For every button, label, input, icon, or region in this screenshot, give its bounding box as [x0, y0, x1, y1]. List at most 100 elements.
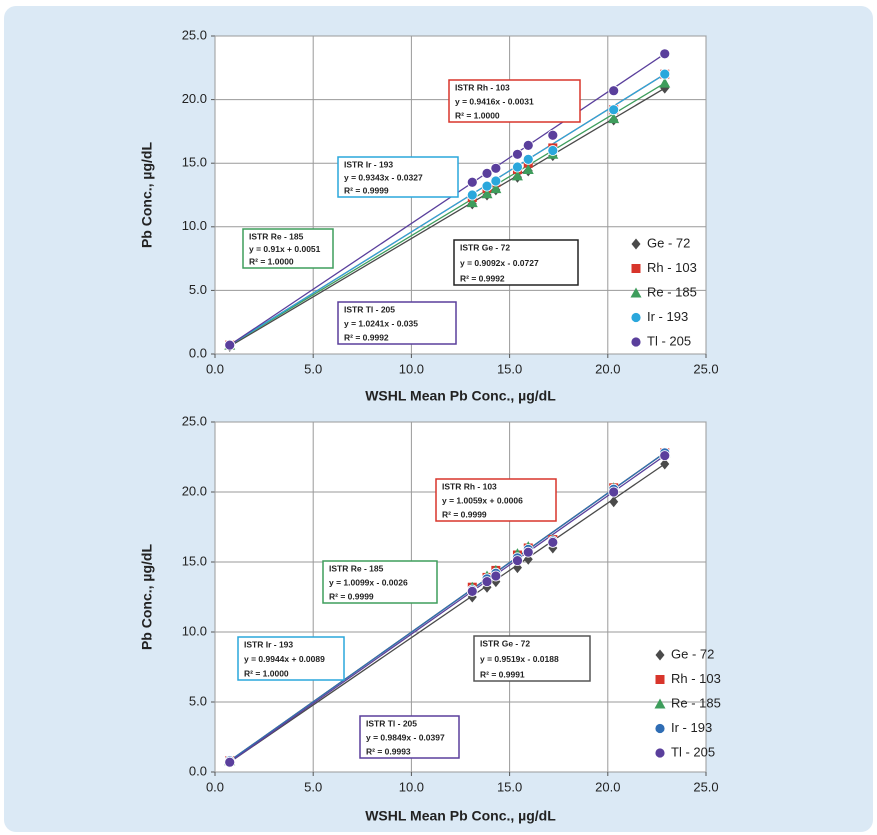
- marker: [608, 113, 620, 124]
- legend-label: Ge - 72: [647, 235, 690, 250]
- trend-line: [229, 452, 666, 762]
- annotation-text: y = 0.91x + 0.0051: [249, 244, 321, 254]
- annotation-text: ISTR Tl - 205: [366, 718, 417, 728]
- marker: [481, 576, 493, 587]
- marker: [609, 496, 619, 508]
- x-tick-label: 20.0: [595, 361, 620, 376]
- marker: [512, 555, 523, 566]
- legend-label: Tl - 205: [671, 744, 715, 759]
- annotation-box: [237, 636, 345, 681]
- y-tick-label: 0.0: [189, 345, 207, 360]
- x-tick-label: 15.0: [497, 779, 522, 794]
- marker: [522, 139, 534, 151]
- annotation-text: R² = 0.9999: [329, 591, 374, 601]
- legend-label: Tl - 205: [647, 333, 691, 348]
- annotation-text: R² = 0.9993: [366, 746, 411, 756]
- annotation-box: [473, 635, 591, 682]
- annotation-text: ISTR Ir - 193: [344, 159, 393, 169]
- x-tick-label: 0.0: [206, 779, 224, 794]
- marker: [490, 162, 502, 174]
- annotation-box: [242, 228, 334, 269]
- marker: [654, 723, 666, 734]
- annotation-text: y = 0.9092x - 0.0727: [460, 258, 539, 268]
- x-tick-label: 25.0: [693, 361, 718, 376]
- marker: [512, 161, 523, 173]
- y-tick-label: 5.0: [189, 693, 207, 708]
- marker: [522, 153, 534, 165]
- marker: [224, 756, 236, 768]
- marker: [466, 189, 478, 201]
- trend-line: [229, 87, 666, 347]
- y-tick-label: 20.0: [182, 483, 207, 498]
- x-tick-label: 10.0: [399, 361, 424, 376]
- annotation-text: ISTR Rh - 103: [442, 481, 497, 491]
- annotation-box: [448, 79, 581, 123]
- annotation-text: y = 0.9519x - 0.0188: [480, 654, 559, 664]
- marker: [608, 85, 620, 97]
- x-tick-label: 10.0: [399, 779, 424, 794]
- marker: [630, 336, 642, 348]
- marker: [490, 175, 502, 187]
- legend-label: Re - 185: [671, 695, 721, 710]
- legend-label: Rh - 103: [671, 671, 721, 686]
- marker: [654, 747, 666, 759]
- marker: [654, 698, 666, 709]
- annotation-text: R² = 1.0000: [249, 256, 294, 266]
- annotation-text: ISTR Re - 185: [329, 563, 384, 573]
- x-tick-label: 5.0: [304, 361, 322, 376]
- marker: [659, 450, 671, 462]
- annotation-text: ISTR Ge - 72: [460, 242, 510, 252]
- trend-line: [229, 73, 666, 346]
- annotation-text: R² = 0.9999: [442, 509, 487, 519]
- x-tick-label: 15.0: [497, 361, 522, 376]
- marker: [466, 176, 478, 188]
- legend-label: Re - 185: [647, 284, 697, 299]
- marker: [608, 486, 620, 498]
- annotation-text: y = 1.0241x - 0.035: [344, 318, 418, 328]
- marker: [481, 167, 493, 179]
- annotation-box: [453, 239, 579, 286]
- marker: [659, 68, 671, 80]
- annotation-text: ISTR Ge - 72: [480, 638, 530, 648]
- marker: [511, 170, 523, 181]
- marker: [224, 339, 236, 351]
- annotation-text: y = 0.9944x + 0.0089: [244, 654, 325, 664]
- y-tick-label: 15.0: [182, 155, 207, 170]
- legend-label: Ir - 193: [647, 309, 688, 324]
- marker: [481, 180, 493, 192]
- marker: [547, 537, 559, 548]
- marker: [659, 48, 671, 60]
- annotation-text: R² = 0.9991: [480, 669, 525, 679]
- annotation-text: ISTR Re - 185: [249, 231, 304, 241]
- y-axis-title: Pb Conc., µg/dL: [139, 544, 155, 651]
- y-tick-label: 5.0: [189, 282, 207, 297]
- y-tick-label: 10.0: [182, 218, 207, 233]
- x-tick-label: 20.0: [595, 779, 620, 794]
- annotation-box: [359, 715, 460, 759]
- marker: [655, 675, 665, 684]
- marker: [522, 546, 534, 558]
- annotation-box: [435, 478, 557, 522]
- y-axis-title: Pb Conc., µg/dL: [139, 142, 155, 249]
- x-axis-title: WSHL Mean Pb Conc., µg/dL: [365, 808, 556, 824]
- marker: [481, 188, 493, 199]
- trend-line: [229, 463, 666, 763]
- annotation-text: ISTR Ir - 193: [244, 639, 293, 649]
- marker: [631, 238, 641, 250]
- marker: [547, 129, 559, 141]
- marker: [659, 77, 671, 88]
- marker: [466, 586, 478, 597]
- marker: [522, 164, 534, 175]
- marker: [630, 312, 642, 323]
- trend-line: [229, 455, 666, 763]
- annotation-text: y = 0.9849x - 0.0397: [366, 732, 445, 742]
- marker: [630, 287, 642, 298]
- annotation-text: R² = 0.9992: [344, 332, 389, 342]
- marker: [660, 458, 670, 470]
- trend-line: [229, 82, 666, 346]
- x-axis-title: WSHL Mean Pb Conc., µg/dL: [365, 388, 556, 404]
- y-tick-label: 20.0: [182, 91, 207, 106]
- legend-label: Ge - 72: [671, 646, 714, 661]
- legend-label: Ir - 193: [671, 720, 712, 735]
